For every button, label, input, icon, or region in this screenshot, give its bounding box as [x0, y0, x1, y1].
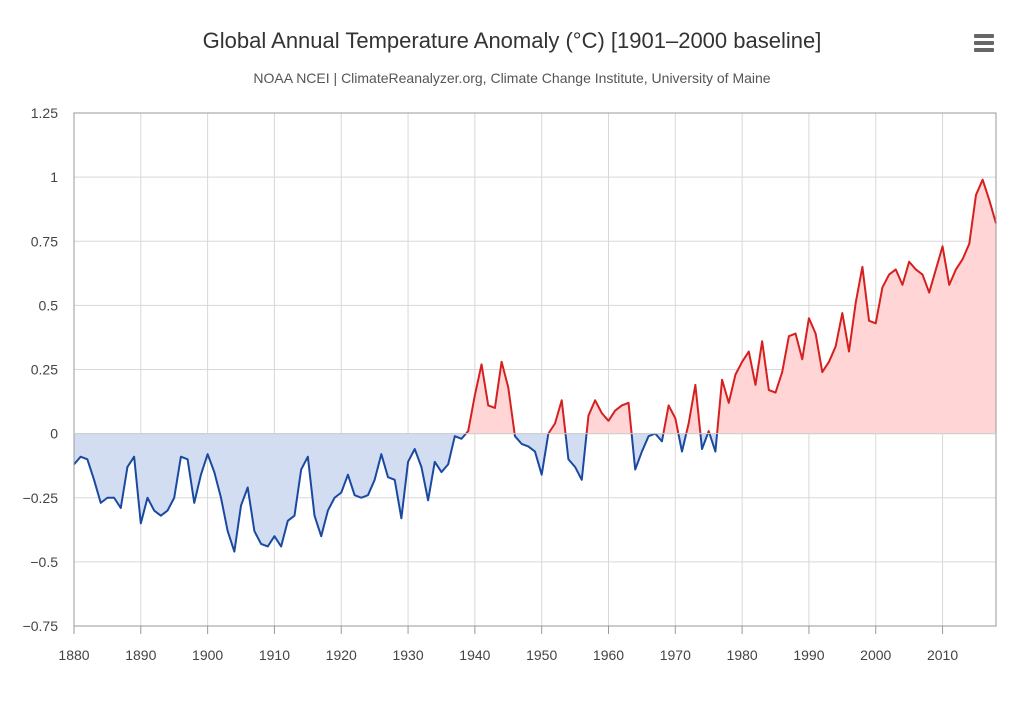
- positive-anomaly-area: [663, 405, 679, 434]
- x-tick-label: 1950: [526, 647, 557, 663]
- x-tick-label: 1960: [593, 647, 624, 663]
- y-tick-label: 0.25: [31, 362, 58, 378]
- positive-anomaly-line: [585, 399, 633, 434]
- x-tick-label: 1910: [259, 647, 290, 663]
- x-tick-label: 1980: [727, 647, 758, 663]
- axis-layer: [73, 112, 997, 634]
- negative-anomaly-line: [708, 433, 719, 453]
- negative-anomaly-area: [565, 433, 587, 480]
- positive-anomaly-area: [586, 400, 632, 434]
- negative-anomaly-line: [564, 433, 588, 481]
- line-layer: [73, 178, 997, 553]
- hamburger-menu-icon[interactable]: [974, 34, 994, 52]
- negative-anomaly-line: [513, 433, 550, 476]
- x-tick-label: 1930: [392, 647, 423, 663]
- negative-anomaly-line: [630, 432, 656, 471]
- negative-anomaly-line: [699, 433, 709, 451]
- x-tick-label: 1920: [326, 647, 357, 663]
- negative-anomaly-line: [677, 433, 688, 453]
- positive-anomaly-area: [717, 179, 996, 434]
- positive-anomaly-line: [465, 360, 516, 435]
- y-tick-label: −0.75: [23, 618, 59, 634]
- positive-anomaly-line: [706, 430, 711, 434]
- x-tick-label: 1880: [58, 647, 89, 663]
- y-tick-label: 0: [50, 426, 58, 442]
- positive-anomaly-line: [685, 383, 702, 434]
- y-tick-label: 0.75: [31, 233, 58, 249]
- chart-subtitle: NOAA NCEI | ClimateReanalyzer.org, Clima…: [253, 70, 771, 86]
- positive-anomaly-area: [465, 361, 515, 434]
- positive-anomaly-line: [662, 404, 680, 434]
- y-tick-label: 1.25: [31, 105, 58, 121]
- y-tick-label: −0.5: [30, 554, 58, 570]
- y-tick-label: −0.25: [23, 490, 59, 506]
- x-tick-label: 1970: [660, 647, 691, 663]
- y-tick-label: 0.5: [39, 297, 59, 313]
- x-tick-label: 2010: [927, 647, 958, 663]
- x-tick-label: 1940: [459, 647, 490, 663]
- positive-anomaly-line: [547, 399, 567, 435]
- negative-anomaly-area: [74, 433, 466, 552]
- y-tick-label: 1: [50, 169, 58, 185]
- x-tick-label: 1890: [125, 647, 156, 663]
- x-tick-label: 1990: [793, 647, 824, 663]
- label-layer: −0.75 −0.5 −0.25 0 0.25 0.5 0.75 1 1.25 1880 1890 1…: [23, 105, 959, 663]
- negative-anomaly-line: [654, 432, 665, 443]
- chart-title: Global Annual Temperature Anomaly (°C) […: [202, 28, 822, 53]
- positive-anomaly-line: [716, 178, 997, 434]
- area-layer: [74, 179, 996, 552]
- plot-border: [73, 112, 997, 627]
- x-tick-label: 2000: [860, 647, 891, 663]
- negative-anomaly-line: [73, 432, 467, 553]
- x-tick-label: 1900: [192, 647, 223, 663]
